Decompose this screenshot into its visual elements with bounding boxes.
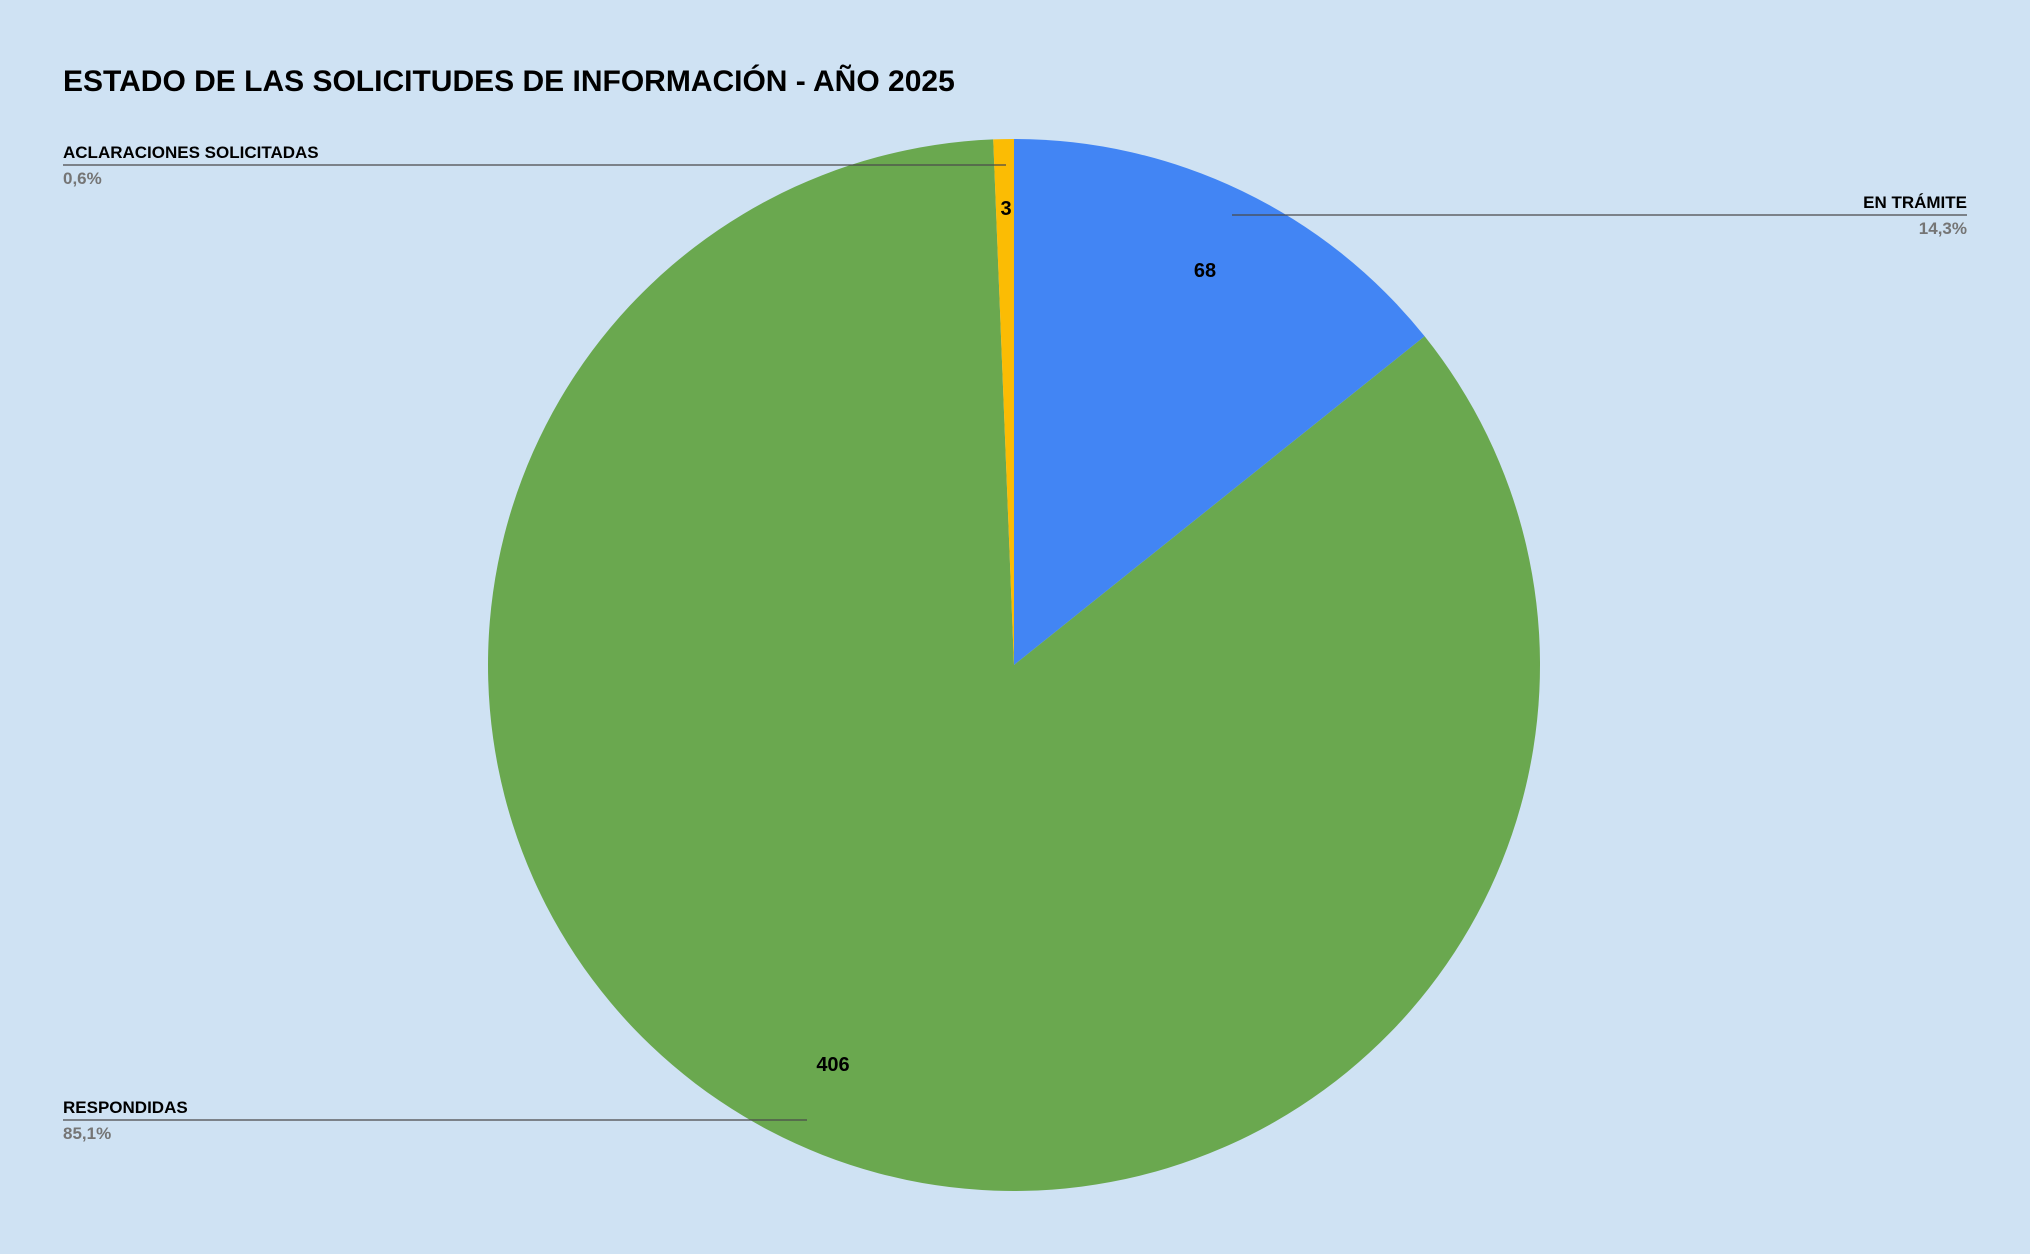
- pie-slice-aclaraciones-solicitadas: [993, 139, 1014, 665]
- pie-slice-respondidas: [488, 139, 1541, 1191]
- callout-leader-lines: [63, 164, 1967, 1121]
- pie-slice-en-tramite: [1014, 139, 1425, 665]
- callout-label-respondidas: RESPONDIDAS: [63, 1098, 188, 1117]
- data-label-en-tramite: 68: [1194, 260, 1216, 282]
- callout-percent-aclaraciones: 0,6%: [63, 169, 102, 188]
- data-label-respondidas: 406: [816, 1054, 849, 1076]
- callout-label-en-tramite: EN TRÁMITE: [1863, 193, 1967, 212]
- callout-percent-en-tramite: 14,3%: [1919, 219, 1967, 238]
- pie-slices: [488, 139, 1541, 1191]
- callout-percent-respondidas: 85,1%: [63, 1124, 111, 1143]
- chart-title: ESTADO DE LAS SOLICITUDES DE INFORMACIÓN…: [63, 64, 955, 98]
- callout-label-aclaraciones: ACLARACIONES SOLICITADAS: [63, 143, 319, 162]
- data-label-aclaraciones: 3: [1000, 198, 1011, 220]
